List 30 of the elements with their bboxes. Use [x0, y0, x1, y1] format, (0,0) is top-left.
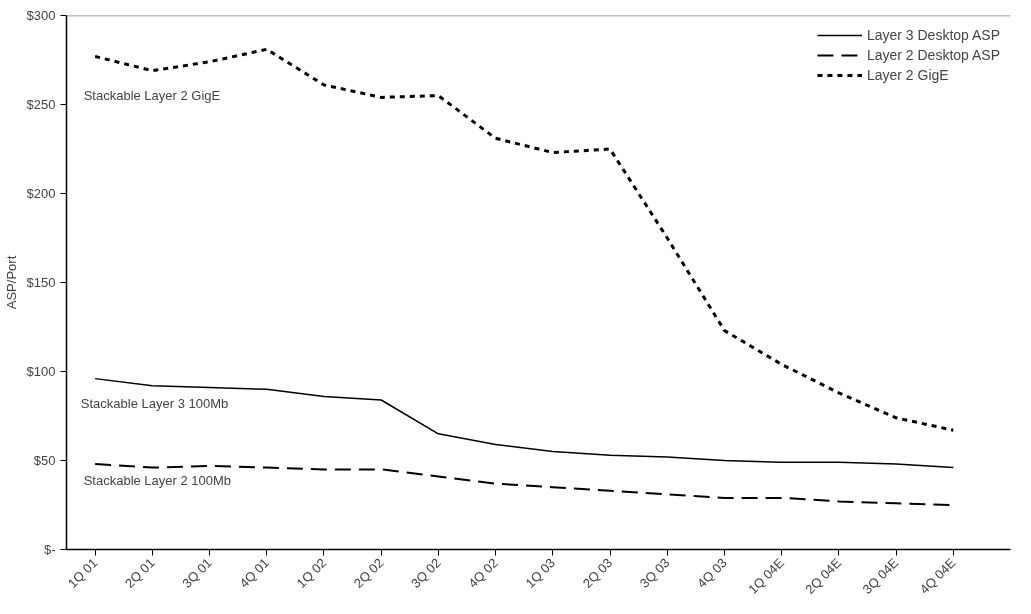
x-tick-label: 3Q 01 [179, 555, 215, 591]
x-tick-label: 3Q 03 [636, 555, 673, 591]
x-tick-label: 4Q 04E [916, 554, 959, 597]
y-tick-label: $- [43, 542, 56, 557]
y-tick-label: $150 [26, 275, 56, 290]
annotation: Stackable Layer 3 100Mb [80, 396, 229, 412]
x-tick-label: 2Q 03 [579, 555, 616, 591]
annotation: Stackable Layer 2 100Mb [83, 472, 232, 488]
y-tick-label: $100 [26, 364, 56, 379]
x-tick-label: 4Q 03 [694, 555, 730, 591]
x-tick-label: 1Q 04E [745, 554, 788, 597]
annotation: Stackable Layer 2 GigE [83, 88, 221, 104]
x-tick-label: 2Q 01 [121, 555, 158, 591]
x-tick-label: 3Q 04E [859, 554, 902, 597]
x-tick-label: 1Q 02 [293, 555, 330, 591]
y-axis-title: ASP/Port [3, 255, 19, 310]
x-tick-label: 3Q 02 [408, 555, 444, 591]
x-tick-label: 4Q 02 [465, 555, 501, 591]
y-tick-label: $50 [33, 453, 56, 468]
x-tick-label: 1Q 01 [64, 555, 101, 591]
x-tick-label: 2Q 04E [802, 554, 845, 597]
y-tick-label: $300 [26, 8, 56, 23]
y-tick-label: $250 [26, 97, 56, 112]
x-tick-label: 4Q 01 [236, 555, 273, 591]
x-tick-label: 1Q 03 [522, 555, 559, 591]
y-tick-label: $200 [26, 186, 56, 201]
legend-label: Layer 2 GigE [866, 67, 949, 83]
legend-label: Layer 2 Desktop ASP [866, 47, 1000, 63]
legend-label: Layer 3 Desktop ASP [866, 27, 1000, 43]
x-tick-label: 2Q 02 [350, 555, 387, 591]
